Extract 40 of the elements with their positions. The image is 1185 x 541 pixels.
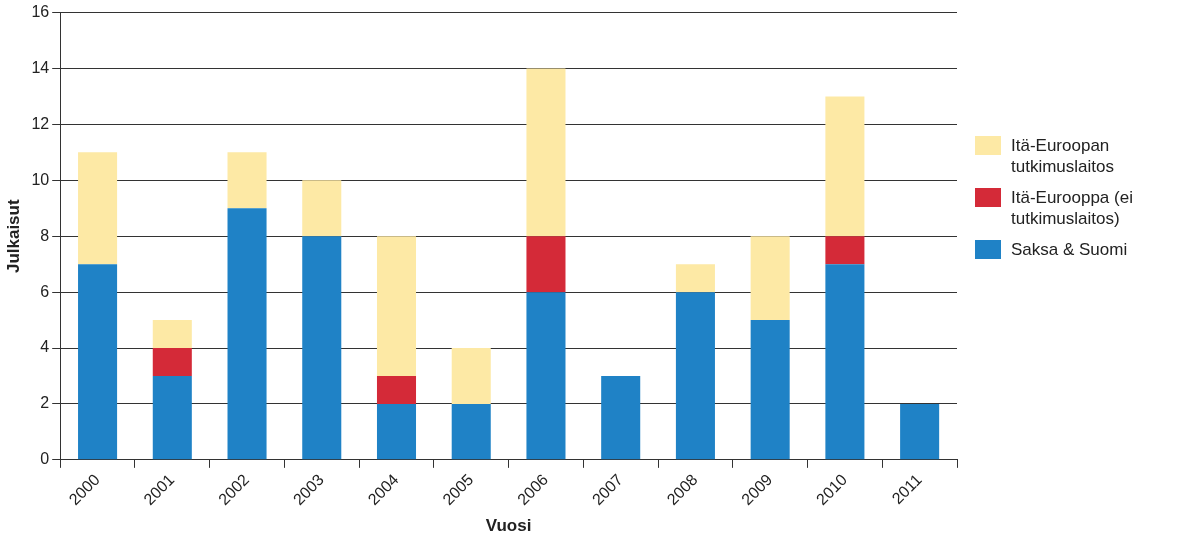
bar (675, 264, 715, 293)
bar (78, 152, 118, 265)
bar (601, 376, 641, 460)
bar (227, 152, 267, 209)
bar (675, 292, 715, 460)
y-tick-label: 14 (31, 58, 50, 76)
bar (152, 320, 192, 349)
bar (526, 68, 566, 237)
bar (152, 376, 192, 460)
bar (227, 208, 267, 460)
y-axis-title: Julkaisut (3, 199, 23, 274)
x-axis-title: Vuosi (485, 516, 532, 536)
bar (526, 292, 566, 460)
bar (302, 236, 342, 460)
y-tick-label: 16 (31, 3, 50, 21)
bar (376, 403, 417, 460)
bar (302, 180, 342, 237)
bar (825, 236, 865, 265)
y-tick-label: 10 (31, 170, 50, 188)
bar (376, 376, 417, 404)
bar (750, 236, 790, 321)
y-tick-label: 0 (40, 450, 50, 468)
y-tick-label: 2 (40, 394, 50, 412)
legend-label: Itä-Euroopan tutkimuslaitos (1011, 135, 1115, 177)
bar (825, 96, 865, 237)
y-tick-label: 4 (40, 338, 50, 356)
legend-label: Itä-Eurooppa (ei tutkimuslaitos) (1011, 187, 1134, 229)
bar (152, 348, 192, 376)
bar (451, 348, 491, 404)
bar (376, 236, 417, 376)
bar (526, 236, 566, 293)
bar (451, 403, 491, 460)
legend-label: Saksa & Suomi (1011, 239, 1129, 260)
y-tick-label: 8 (40, 226, 50, 244)
y-tick-label: 12 (31, 114, 50, 132)
bar (78, 264, 118, 460)
bar (825, 264, 865, 460)
bar (750, 320, 790, 460)
y-tick-label: 6 (40, 282, 50, 300)
bar (900, 403, 940, 460)
